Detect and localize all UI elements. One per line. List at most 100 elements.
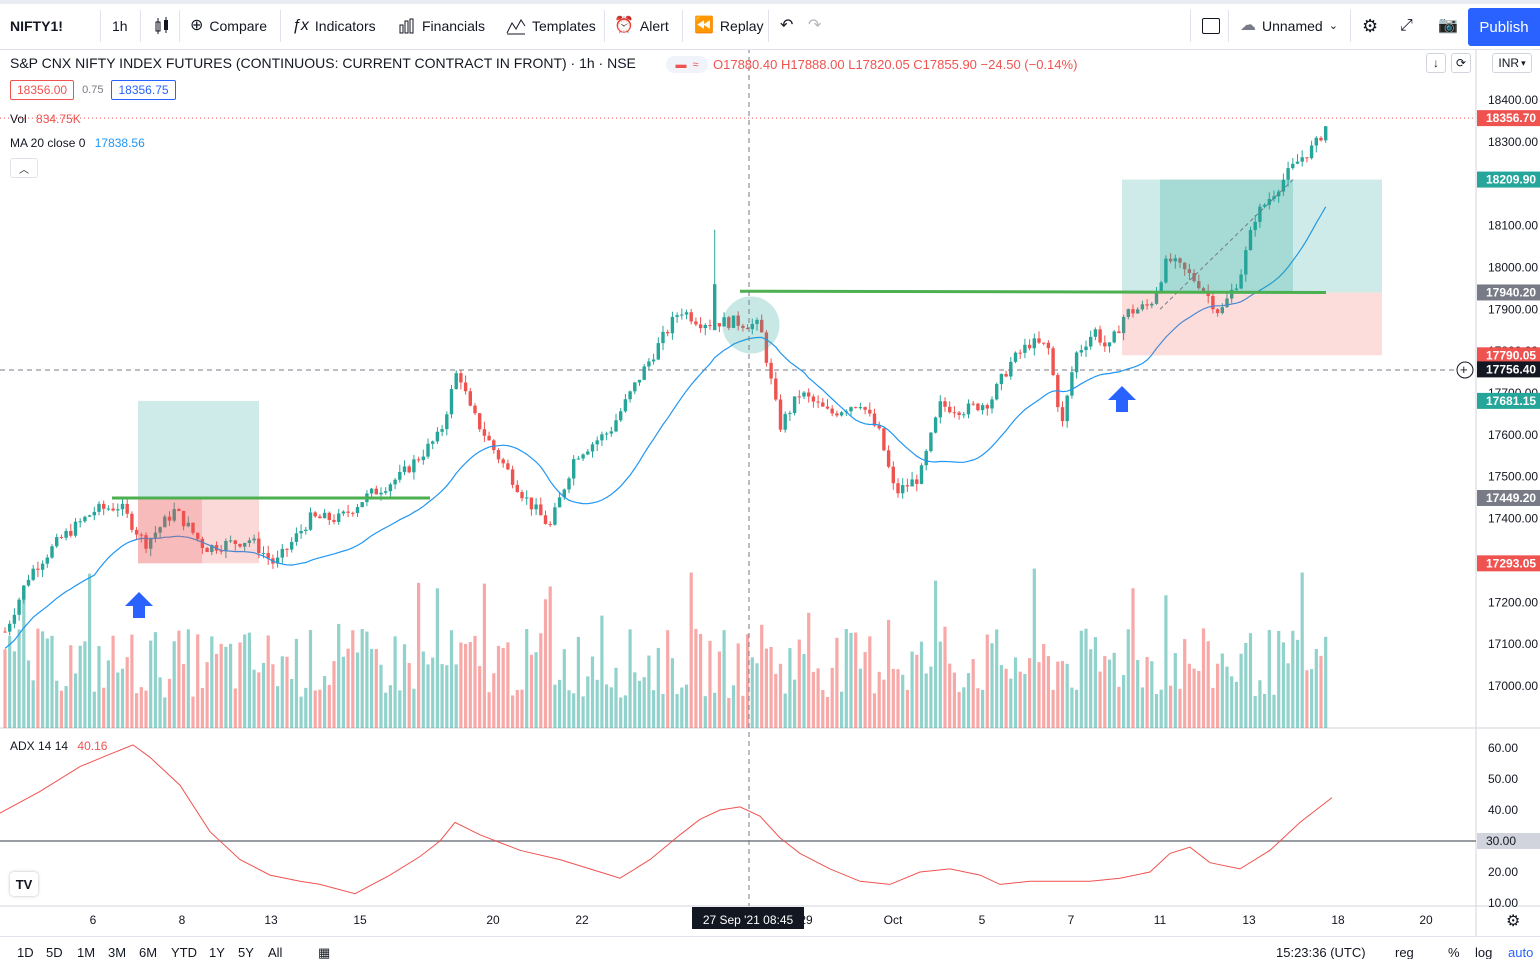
reset-view-button[interactable]: ⟳ — [1451, 53, 1471, 73]
range-button-1m[interactable]: 1M — [77, 945, 96, 959]
adx-legend[interactable]: ADX 14 14 40.16 — [10, 739, 107, 753]
volume-bar — [17, 629, 21, 728]
sell-button[interactable]: 18356.00 — [10, 80, 75, 100]
calendar-icon[interactable]: ▦ — [318, 945, 331, 959]
candle-body — [703, 325, 707, 329]
volume-bar — [948, 663, 952, 728]
volume-bar — [224, 646, 228, 728]
volume-bar — [1319, 655, 1323, 728]
auto-toggle[interactable]: auto — [1508, 945, 1534, 959]
candle-body — [769, 362, 773, 379]
candle-body — [1258, 206, 1262, 222]
instrument-title[interactable]: S&P CNX NIFTY INDEX FUTURES (CONTINUOUS:… — [10, 55, 636, 71]
candle-body — [454, 373, 458, 390]
legend-toggle[interactable]: ▬ ≈ — [666, 56, 708, 73]
candle-body — [416, 459, 421, 461]
alert-button[interactable]: ⏰ Alert — [606, 8, 677, 44]
chart-area[interactable]: 18400.0018300.0018200.0018100.0018000.00… — [0, 50, 1540, 936]
price-badge-label: 17449.20 — [1486, 491, 1536, 505]
candle-body — [327, 512, 331, 520]
candle-body — [1004, 373, 1008, 377]
collapse-legend-button[interactable]: ︿ — [10, 158, 38, 178]
volume-bar — [515, 689, 519, 728]
volume-bar — [1140, 687, 1144, 728]
volume-bar — [468, 642, 472, 728]
candle-body — [1065, 395, 1069, 422]
time-tick-label: 5 — [979, 913, 986, 927]
fullscreen-button[interactable]: ⤢ — [1392, 8, 1421, 44]
replay-button[interactable]: ⏪ Replay — [686, 8, 772, 44]
chart-type-button[interactable] — [144, 8, 180, 44]
candle-body — [69, 530, 73, 536]
templates-button[interactable]: Templates — [498, 8, 604, 44]
adx-value: 40.16 — [77, 739, 108, 753]
volume-bar — [919, 641, 924, 728]
interval-button[interactable]: 1h — [104, 8, 136, 44]
reg-toggle[interactable]: reg — [1395, 945, 1414, 959]
volume-bar — [1046, 656, 1050, 728]
time-tick-label: 20 — [486, 913, 500, 927]
symbol-search-button[interactable]: NIFTY1! — [2, 8, 71, 44]
candle-body — [670, 316, 675, 334]
settings-button[interactable]: ⚙ — [1354, 8, 1386, 44]
currency-dropdown[interactable]: INR ▾ — [1492, 53, 1532, 73]
range-button-5y[interactable]: 5Y — [238, 945, 254, 959]
buy-button[interactable]: 18356.75 — [111, 80, 176, 100]
candle-body — [17, 599, 21, 615]
financials-button[interactable]: Financials — [390, 8, 493, 44]
candle-body — [1159, 282, 1163, 292]
candle-body — [1272, 196, 1276, 199]
volume-bar — [774, 673, 778, 728]
volume-bar — [722, 630, 726, 728]
volume-legend[interactable]: Vol 834.75K — [10, 112, 81, 126]
tradingview-logo[interactable]: TV — [10, 872, 38, 896]
volume-bar — [313, 690, 317, 728]
range-button-ytd[interactable]: YTD — [171, 945, 197, 959]
clock-label[interactable]: 15:23:36 (UTC) — [1276, 945, 1366, 959]
ma-legend[interactable]: MA 20 close 0 17838.56 — [10, 136, 145, 150]
layout-name-dropdown[interactable]: ☁ Unnamed ⌄ — [1232, 8, 1346, 44]
candle-body — [684, 312, 689, 315]
candle-body — [102, 503, 106, 509]
volume-bar — [36, 628, 40, 728]
volume-bar — [553, 684, 557, 728]
volume-bar — [1112, 652, 1116, 728]
snapshot-button[interactable]: 📷 — [1430, 8, 1466, 44]
candle-body — [83, 516, 87, 522]
candle-body — [374, 488, 378, 495]
volume-bar — [271, 664, 275, 728]
volume-bar — [755, 663, 759, 728]
range-button-1y[interactable]: 1Y — [209, 945, 225, 959]
layout-select-button[interactable] — [1194, 8, 1228, 44]
drawings[interactable] — [0, 50, 1476, 906]
compare-button[interactable]: ⊕ Compare — [182, 8, 275, 44]
redo-button[interactable]: ↷ — [800, 8, 829, 44]
undo-button[interactable]: ↶ — [772, 8, 801, 44]
volume-bar — [261, 662, 266, 728]
toolbar-divider — [140, 10, 141, 42]
volume-bar — [1145, 656, 1149, 728]
candle-body — [938, 401, 942, 418]
candle-body — [802, 392, 806, 397]
range-button-3m[interactable]: 3M — [108, 945, 127, 959]
volume-bar — [511, 695, 515, 728]
volume-bar — [1051, 689, 1055, 728]
percent-toggle[interactable]: % — [1448, 945, 1460, 959]
range-button-5d[interactable]: 5D — [46, 945, 63, 959]
indicators-button[interactable]: ƒx Indicators — [284, 8, 384, 44]
up-arrow-marker — [1108, 386, 1136, 412]
time-tick-label: Oct — [884, 913, 903, 927]
candle-body — [412, 459, 416, 473]
log-toggle[interactable]: log — [1475, 945, 1493, 959]
range-button-6m[interactable]: 6M — [139, 945, 158, 959]
scroll-down-button[interactable]: ↓ — [1426, 53, 1446, 73]
volume-bar — [1187, 663, 1191, 728]
adx-tick-label: 20.00 — [1488, 865, 1518, 879]
candle-body — [957, 412, 961, 415]
range-button-all[interactable]: All — [268, 945, 283, 959]
publish-button[interactable]: Publish — [1468, 8, 1540, 46]
candle-body — [379, 492, 383, 495]
candle-body — [1140, 304, 1145, 310]
range-button-1d[interactable]: 1D — [17, 945, 34, 959]
candle-body — [59, 537, 64, 539]
